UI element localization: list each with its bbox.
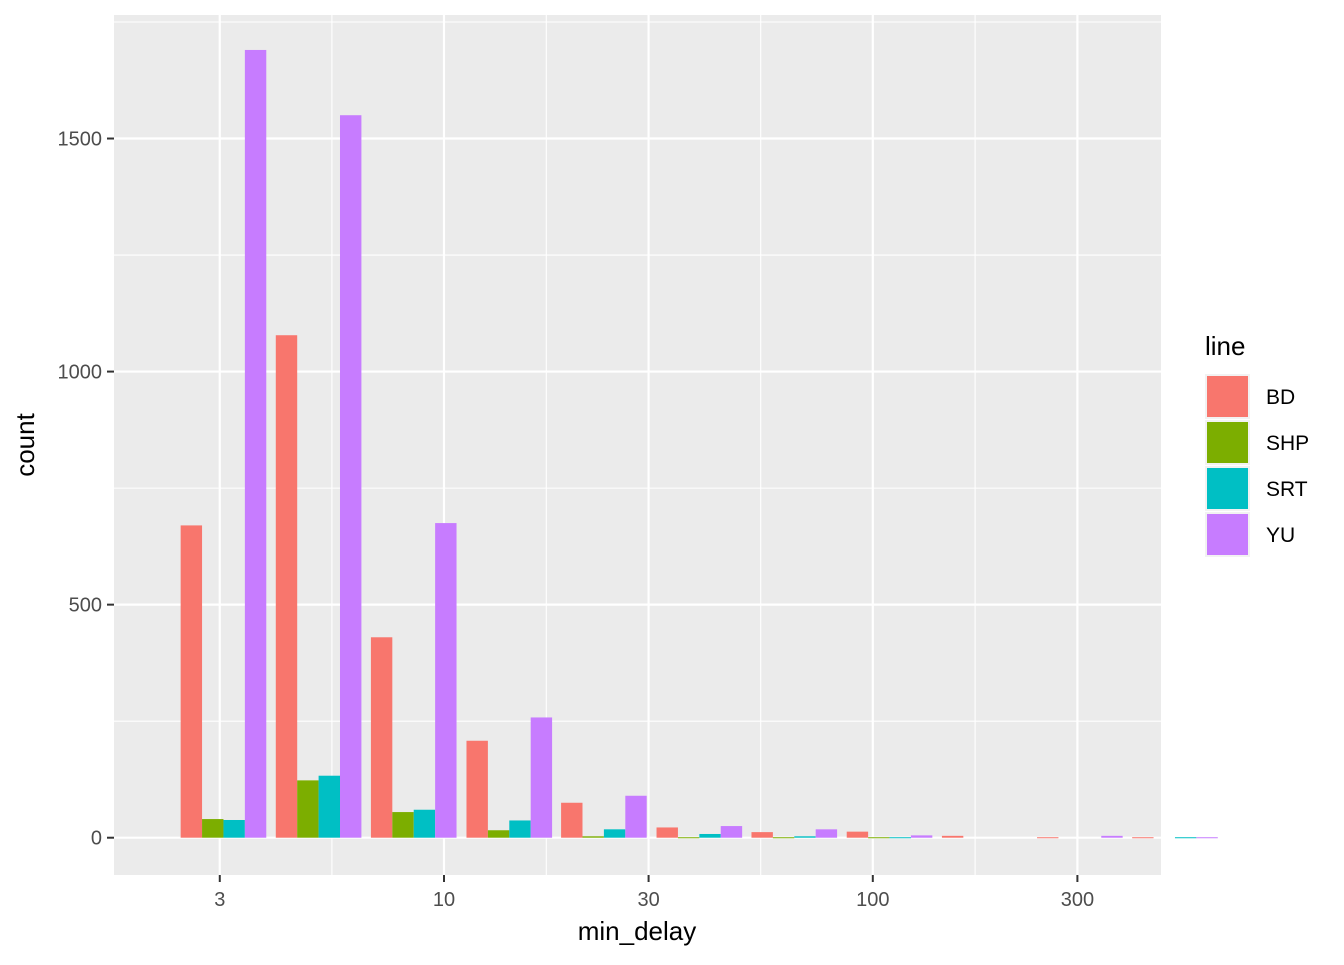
legend-key-yu: [1207, 514, 1248, 555]
bar-srt: [699, 833, 721, 838]
y-axis-title: count: [10, 412, 40, 476]
legend: line BD SHP SRT YU: [1205, 331, 1309, 557]
bar-yu: [815, 829, 838, 838]
bar-yu: [1101, 835, 1123, 838]
legend-title: line: [1205, 331, 1245, 361]
bar-srt: [1174, 837, 1197, 839]
x-axis-title: min_delay: [578, 916, 697, 946]
bars: [180, 49, 1218, 839]
bar-srt: [889, 837, 911, 839]
legend-key-shp: [1207, 422, 1248, 463]
bar-shp: [202, 819, 224, 838]
bar-shp: [677, 837, 700, 839]
x-tick-label: 3: [214, 889, 225, 911]
bar-bd: [275, 335, 298, 838]
legend-label-srt: SRT: [1266, 478, 1308, 501]
bar-srt: [794, 836, 816, 838]
bar-bd: [370, 637, 393, 838]
legend-label-bd: BD: [1266, 386, 1295, 409]
bar-srt: [603, 829, 626, 838]
bar-yu: [720, 826, 743, 838]
bar-bd: [751, 832, 773, 838]
legend-label-shp: SHP: [1266, 432, 1309, 455]
bar-yu: [244, 49, 267, 838]
bar-yu: [625, 795, 647, 838]
bar-bd: [466, 740, 488, 838]
bar-bd: [1132, 837, 1154, 839]
bar-srt: [413, 809, 436, 838]
y-tick-label: 1000: [58, 362, 103, 384]
bar-yu: [530, 717, 553, 838]
x-axis: 3 10 30 100 300: [214, 875, 1094, 911]
y-tick-label: 0: [91, 828, 102, 850]
bar-srt: [509, 820, 531, 838]
x-tick-label: 100: [856, 889, 889, 911]
bar-yu: [339, 115, 362, 838]
bar-shp: [582, 836, 604, 838]
y-tick-label: 500: [69, 595, 102, 617]
legend-items: BD SHP SRT YU: [1205, 374, 1309, 557]
bar-yu: [1196, 837, 1218, 839]
bar-shp: [297, 780, 319, 838]
bar-srt: [223, 819, 245, 838]
bar-bd: [180, 525, 203, 838]
y-tick-label: 1500: [58, 129, 103, 151]
plot-panel: [114, 15, 1161, 875]
bar-shp: [392, 812, 414, 838]
legend-key-srt: [1207, 468, 1248, 509]
bar-shp: [487, 830, 510, 838]
bar-shp: [772, 837, 795, 839]
y-axis: 0 500 1000 1500: [58, 129, 114, 850]
bar-srt: [318, 775, 340, 838]
x-tick-label: 10: [433, 889, 455, 911]
bar-shp: [868, 837, 890, 839]
bar-bd: [941, 835, 964, 838]
bar-bd: [846, 831, 869, 838]
legend-key-bd: [1207, 376, 1248, 417]
bar-yu: [910, 835, 933, 838]
bar-bd: [561, 802, 583, 838]
legend-label-yu: YU: [1266, 524, 1295, 547]
bar-bd: [656, 827, 678, 838]
x-tick-label: 30: [637, 889, 659, 911]
bar-bd: [1037, 837, 1059, 839]
bar-yu: [435, 523, 457, 838]
x-tick-label: 300: [1061, 889, 1094, 911]
